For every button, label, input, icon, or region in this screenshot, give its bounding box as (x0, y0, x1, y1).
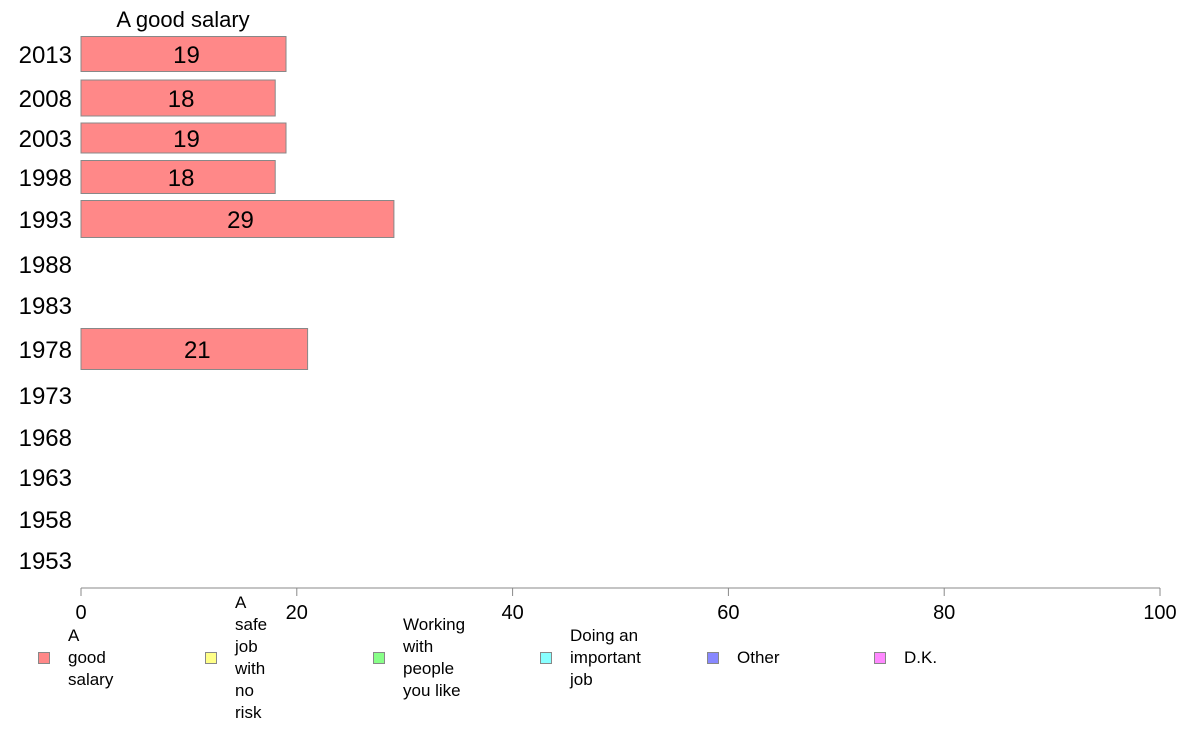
legend-swatch (874, 652, 886, 664)
legend-label: Working with people you like (403, 615, 466, 700)
bars-group: 19 18 19 18 29 21 (80, 36, 395, 370)
bar-2003 (80, 122, 287, 154)
bar-1993 (80, 200, 395, 238)
category-label-2003: 2003 (19, 126, 72, 153)
category-label-1958: 1958 (19, 507, 72, 534)
bar-2008 (80, 79, 276, 117)
legend-item-1: A safe job with no risk (205, 593, 267, 722)
category-labels: 2013 2008 2003 1998 1993 1988 1983 1978 1973 1968… (19, 42, 72, 575)
bar-value-label-2008: 18 (168, 86, 195, 113)
x-tick-label-100: 100 (1143, 602, 1176, 624)
series-title: A good salary (116, 7, 249, 32)
legend-item-3: Doing an important job (540, 626, 641, 689)
category-label-1978: 1978 (19, 337, 72, 364)
bar-value-label-1978: 21 (184, 337, 211, 364)
category-label-1998: 1998 (19, 165, 72, 192)
legend-item-4: Other (707, 636, 780, 680)
category-label-1963: 1963 (19, 465, 72, 492)
category-label-1968: 1968 (19, 425, 72, 452)
bar-value-label-1993: 29 (227, 207, 254, 234)
bar-value-label-1998: 18 (168, 165, 195, 192)
bar-1998 (80, 160, 276, 194)
x-axis: 0 20 40 60 80 100 (75, 587, 1177, 624)
x-tick-label-20: 20 (286, 602, 308, 624)
bar-chart: A good salary 19 18 19 18 29 21 2013 2008 2003 1… (19, 7, 1177, 624)
bar-value-label-2013: 19 (173, 42, 200, 69)
category-label-1988: 1988 (19, 252, 72, 279)
legend-label: D.K. (904, 648, 938, 667)
category-label-1993: 1993 (19, 207, 72, 234)
legend-swatch (205, 652, 217, 664)
x-tick-label-80: 80 (933, 602, 955, 624)
legend-label: A safe job with no risk (235, 593, 268, 722)
bar-1978 (80, 328, 309, 370)
x-tick-label-60: 60 (717, 602, 739, 624)
category-label-1983: 1983 (19, 293, 72, 320)
legend-label: Doing an important job (570, 626, 641, 689)
legend-item-5: D.K. (874, 636, 937, 680)
bar-2013 (80, 36, 287, 72)
legend-item-0: A good salary (38, 626, 113, 689)
legend-swatch (38, 652, 50, 664)
x-tick-label-40: 40 (501, 602, 523, 624)
legend-item-2: Working with people you like (373, 615, 465, 700)
legend-label: Other (737, 648, 780, 667)
category-label-2008: 2008 (19, 86, 72, 113)
category-label-1973: 1973 (19, 383, 72, 410)
bar-value-label-2003: 19 (173, 126, 200, 153)
legend-swatch (707, 652, 719, 664)
legend-label: A good salary (68, 626, 114, 689)
legend-swatch (540, 652, 552, 664)
legend-swatch (373, 652, 385, 664)
category-label-1953: 1953 (19, 548, 72, 575)
category-label-2013: 2013 (19, 42, 72, 69)
x-tick-label-0: 0 (75, 602, 86, 624)
